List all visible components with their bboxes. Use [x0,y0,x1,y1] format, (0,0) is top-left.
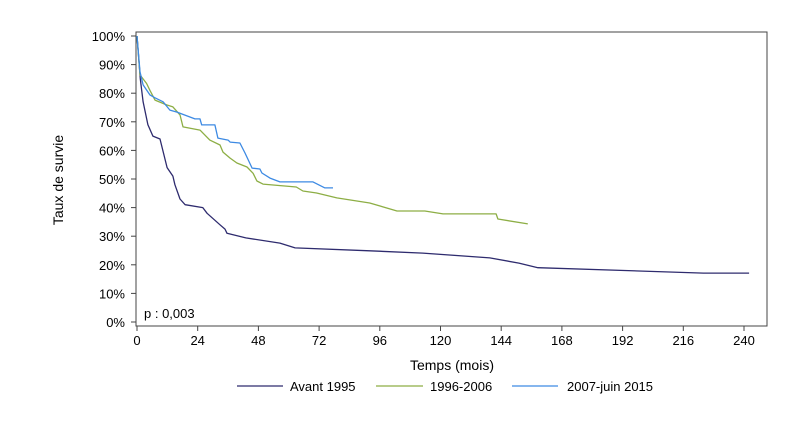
p-value-annotation: p : 0,003 [144,306,195,321]
y-tick-label: 40% [99,201,125,216]
x-tick-label: 72 [312,333,326,348]
series-line-1 [136,35,750,274]
y-tick-label: 10% [99,286,125,301]
y-tick-label: 20% [99,258,125,273]
legend-label: 1996-2006 [430,379,492,394]
y-tick-label: 70% [99,115,125,130]
x-tick-label: 168 [551,333,573,348]
y-tick-label: 80% [99,86,125,101]
series-line-3 [136,35,333,189]
x-axis-label: Temps (mois) [410,357,494,373]
y-tick-label: 60% [99,143,125,158]
x-tick-label: 216 [672,333,694,348]
y-tick-label: 0% [106,315,125,330]
legend-label: Avant 1995 [290,379,356,394]
y-tick-label: 100% [92,29,126,44]
y-tick-label: 50% [99,172,125,187]
plot-frame [135,31,768,327]
x-tick-label: 192 [612,333,634,348]
x-tick-label: 24 [190,333,204,348]
legend: Avant 1995 1996-2006 2007-juin 2015 [237,379,653,394]
series-group [136,35,750,274]
x-tick-label: 48 [251,333,265,348]
series-line-2 [136,35,528,225]
x-tick-label: 240 [733,333,755,348]
y-axis: 0% 10% 20% 30% 40% 50% 60% 70% 80% 90% 100% [92,29,136,330]
x-tick-label: 96 [373,333,387,348]
y-axis-label: Taux de survie [50,135,66,225]
x-tick-label: 0 [133,333,140,348]
x-axis: 0 24 48 72 96 120 144 168 192 216 240 [133,326,755,348]
x-tick-label: 120 [430,333,452,348]
y-tick-label: 90% [99,58,125,73]
legend-label: 2007-juin 2015 [567,379,653,394]
x-tick-label: 144 [490,333,512,348]
y-tick-label: 30% [99,229,125,244]
